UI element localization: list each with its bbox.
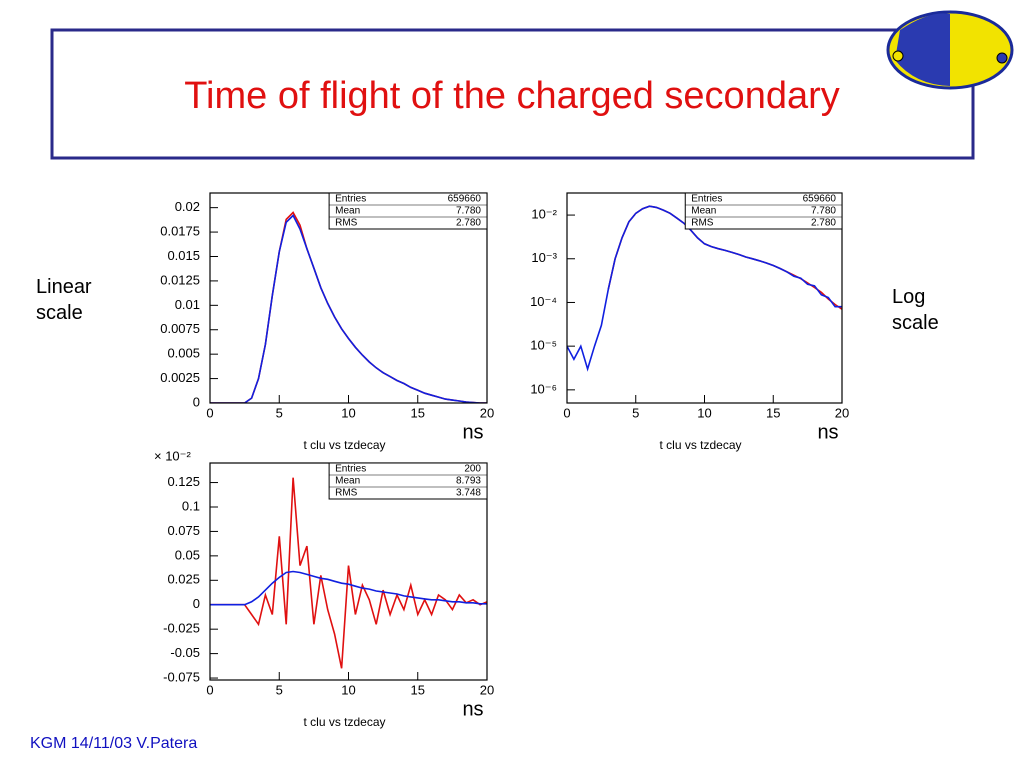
series-line <box>210 211 487 403</box>
y-tick-label: 10⁻² <box>531 207 557 222</box>
x-tick-label: 10 <box>341 405 355 420</box>
stats-key: RMS <box>335 488 358 499</box>
stats-value: 659660 <box>803 194 837 205</box>
x-tick-label: 0 <box>563 405 570 420</box>
stats-key: Mean <box>335 476 360 487</box>
x-tick-label: 10 <box>341 682 355 697</box>
series-line <box>210 214 487 403</box>
y-tick-label: 0.0125 <box>160 272 200 287</box>
y-tick-label: 10⁻⁴ <box>530 294 557 309</box>
stats-key: Entries <box>691 194 722 205</box>
y-tick-label: -0.075 <box>163 669 200 684</box>
y-tick-label: 0.1 <box>182 498 200 513</box>
annotation: Log scale <box>892 286 939 334</box>
x-tick-label: 0 <box>206 682 213 697</box>
x-axis-label: t clu vs tzdecay <box>303 715 385 729</box>
y-tick-label: 0.0025 <box>160 370 200 385</box>
stats-box <box>684 192 843 230</box>
title-box <box>50 28 975 160</box>
stats-key: RMS <box>691 218 714 229</box>
y-tick-label: 0.015 <box>167 248 200 263</box>
y-tick-label: 0.0175 <box>160 224 200 239</box>
y-tick-label: 0 <box>193 394 200 409</box>
y-tick-label: 0.075 <box>167 523 200 538</box>
logo <box>886 10 1014 90</box>
y-tick-label: 10⁻⁵ <box>530 338 557 353</box>
y-tick-label: 0.025 <box>167 572 200 587</box>
y-tick-label: 10⁻⁶ <box>530 381 557 396</box>
footer: KGM 14/11/03 V.Patera <box>30 735 197 752</box>
x-tick-label: 0 <box>206 405 213 420</box>
y-tick-label: -0.025 <box>163 621 200 636</box>
stats-value: 8.793 <box>456 476 481 487</box>
series-line <box>567 205 842 372</box>
stats-box <box>328 192 488 230</box>
slide-title: Time of flight of the charged secondary <box>184 75 840 117</box>
x-axis-label: t clu vs tzdecay <box>303 438 385 452</box>
stats-value: 7.780 <box>456 206 481 217</box>
y-tick-label: 0.005 <box>167 346 200 361</box>
x-tick-label: 5 <box>632 405 639 420</box>
stats-value: 2.780 <box>811 218 836 229</box>
stats-value: 7.780 <box>811 206 836 217</box>
x-unit: ns <box>462 421 483 443</box>
stats-value: 3.748 <box>456 488 481 499</box>
x-tick-label: 20 <box>835 405 849 420</box>
x-axis-label: t clu vs tzdecay <box>659 438 741 452</box>
stats-key: Mean <box>335 206 360 217</box>
stats-box <box>328 462 488 500</box>
stats-key: RMS <box>335 218 358 229</box>
stats-value: 200 <box>464 464 481 475</box>
y-tick-label: 0.0075 <box>160 321 200 336</box>
y-tick-label: -0.05 <box>170 645 200 660</box>
y-tick-label: 10⁻³ <box>531 250 557 265</box>
x-tick-label: 5 <box>276 405 283 420</box>
stats-key: Mean <box>691 206 716 217</box>
y-tick-label: 0 <box>193 596 200 611</box>
y-tick-label: 0.125 <box>167 474 200 489</box>
x-tick-label: 15 <box>411 405 425 420</box>
y-tick-label: 0.05 <box>175 547 200 562</box>
x-tick-label: 15 <box>766 405 780 420</box>
series-line <box>210 477 487 669</box>
annotation: Linear scale <box>36 276 92 324</box>
x-tick-label: 10 <box>697 405 711 420</box>
stats-key: Entries <box>335 194 366 205</box>
x-unit: ns <box>817 421 838 443</box>
series-line <box>210 570 487 606</box>
stats-value: 2.780 <box>456 218 481 229</box>
stats-key: Entries <box>335 464 366 475</box>
x-tick-label: 20 <box>480 405 494 420</box>
x-tick-label: 20 <box>480 682 494 697</box>
x-tick-label: 5 <box>276 682 283 697</box>
y-tick-label: 0.02 <box>175 199 200 214</box>
y-multiplier: × 10⁻² <box>154 448 192 463</box>
x-tick-label: 15 <box>411 682 425 697</box>
stats-value: 659660 <box>448 194 482 205</box>
x-unit: ns <box>462 698 483 720</box>
y-tick-label: 0.01 <box>175 297 200 312</box>
